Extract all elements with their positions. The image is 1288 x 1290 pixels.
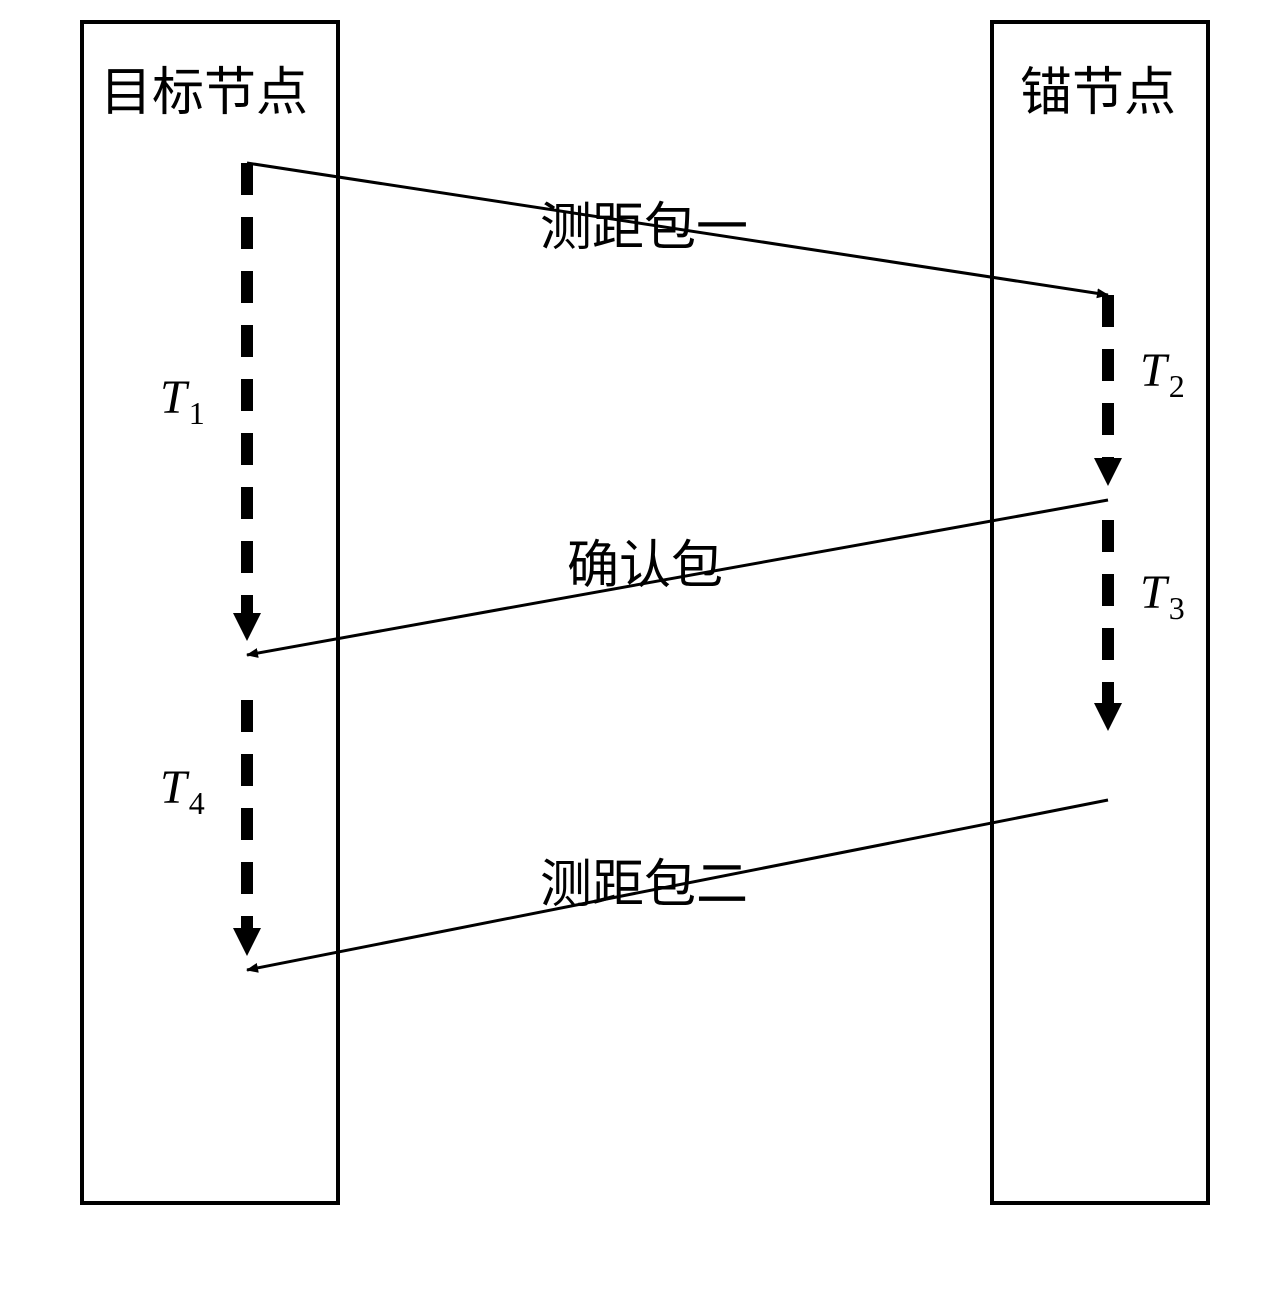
time-label-t2: T2 — [1140, 343, 1185, 405]
sequence-diagram: 目标节点 锚节点 测距包一 确认包 测距包二 T1 T — [0, 0, 1288, 1290]
msg-label-3: 测距包二 — [540, 842, 748, 917]
time-label-t3: T3 — [1140, 565, 1185, 627]
msg-label-1: 测距包一 — [540, 185, 748, 260]
msg-label-2: 确认包 — [567, 523, 723, 598]
time-label-t1: T1 — [160, 370, 205, 432]
time-label-t4: T4 — [160, 760, 205, 822]
